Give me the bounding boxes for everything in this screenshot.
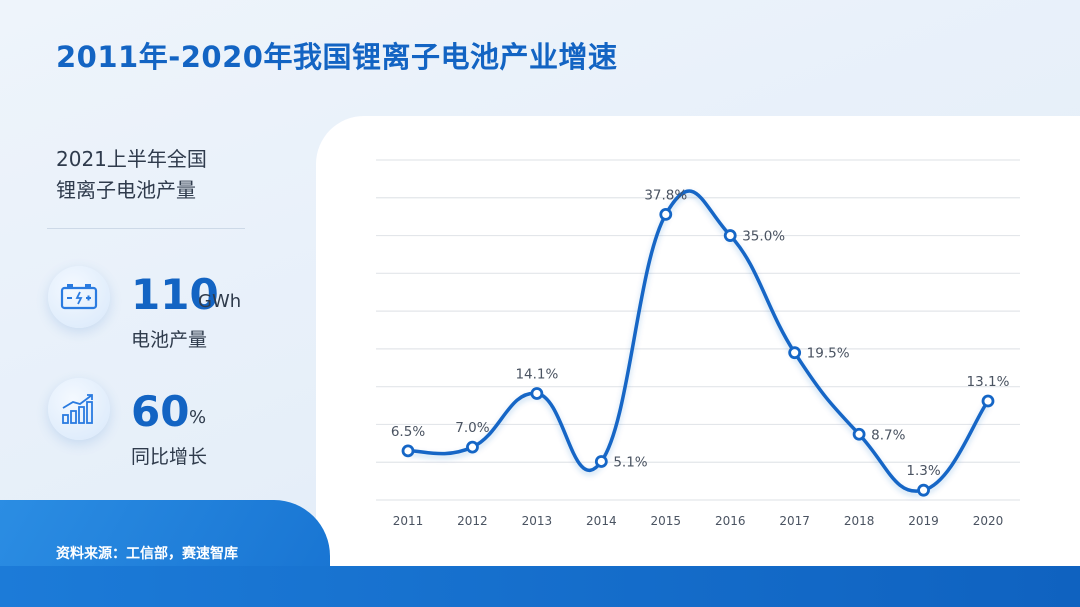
- data-point: [917, 483, 930, 497]
- data-label: 13.1%: [967, 374, 1010, 390]
- x-tick-label: 2016: [715, 514, 746, 528]
- summary-heading-line1: 2021上半年全国: [56, 147, 207, 171]
- data-label: 7.0%: [455, 420, 489, 436]
- data-point: [594, 455, 608, 468]
- production-label: 电池产量: [131, 329, 208, 351]
- data-label: 6.5%: [391, 424, 425, 440]
- data-point: [659, 207, 673, 221]
- summary-heading-line2: 锂离子电池产量: [56, 178, 196, 202]
- data-label: 35.0%: [742, 229, 785, 245]
- data-label: 8.7%: [871, 427, 905, 443]
- x-tick-label: 2019: [908, 514, 939, 528]
- data-label: 1.3%: [906, 463, 940, 479]
- x-tick-label: 2013: [522, 514, 553, 528]
- x-tick-label: 2011: [393, 514, 424, 528]
- data-point: [401, 444, 415, 458]
- x-tick-label: 2014: [586, 514, 617, 528]
- source-note: 资料来源：工信部，赛速智库: [56, 546, 238, 562]
- data-point: [981, 394, 995, 408]
- bar-growth-icon: [48, 378, 110, 440]
- summary-divider: [47, 228, 245, 229]
- battery-icon: [48, 266, 110, 328]
- growth-unit: %: [189, 407, 207, 428]
- data-point: [530, 387, 544, 400]
- x-tick-label: 2018: [844, 514, 875, 528]
- data-point: [466, 440, 479, 454]
- growth-value: 60: [131, 387, 190, 436]
- data-label: 14.1%: [515, 366, 558, 382]
- data-label: 37.8%: [644, 187, 687, 203]
- page-title: 2011年-2020年我国锂离子电池产业增速: [56, 40, 618, 74]
- x-tick-label: 2020: [973, 514, 1004, 528]
- data-point: [788, 346, 802, 360]
- data-label: 5.1%: [613, 454, 647, 470]
- data-point: [723, 229, 737, 242]
- growth-series-line: [406, 189, 990, 493]
- chart-card: [316, 116, 1080, 576]
- x-tick-label: 2012: [457, 514, 488, 528]
- data-label: 19.5%: [807, 346, 850, 362]
- production-unit: GWh: [198, 291, 242, 312]
- summary-heading: 2021上半年全国 锂离子电池产量: [56, 144, 207, 206]
- data-point: [852, 427, 866, 441]
- x-tick-label: 2015: [651, 514, 682, 528]
- growth-label: 同比增长: [131, 446, 208, 468]
- x-tick-label: 2017: [779, 514, 810, 528]
- bottom-bar: [0, 566, 1080, 607]
- production-value: 110: [131, 270, 219, 319]
